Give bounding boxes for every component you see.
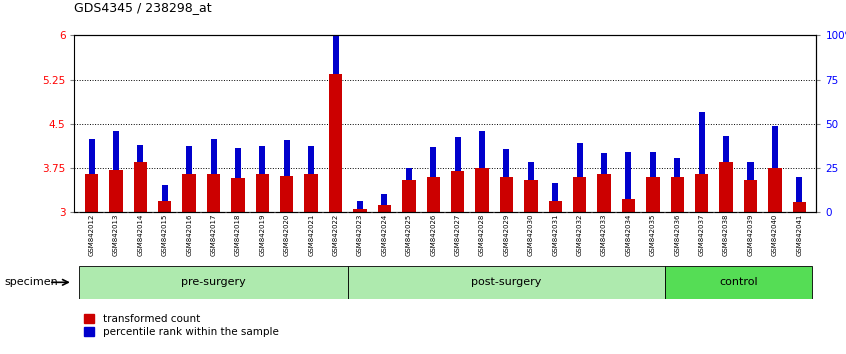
Bar <box>601 153 607 174</box>
Bar <box>646 177 660 212</box>
Text: pre-surgery: pre-surgery <box>181 277 246 287</box>
Bar <box>431 147 437 177</box>
Bar <box>280 176 294 212</box>
Text: GSM842014: GSM842014 <box>137 214 143 256</box>
Bar <box>357 201 363 210</box>
Bar <box>348 266 665 299</box>
Text: GSM842040: GSM842040 <box>772 214 778 256</box>
Text: GSM842041: GSM842041 <box>796 214 802 256</box>
Bar <box>597 174 611 212</box>
Text: GSM842017: GSM842017 <box>211 214 217 256</box>
Text: GSM842016: GSM842016 <box>186 214 192 256</box>
Bar <box>548 201 562 212</box>
Bar <box>332 0 338 74</box>
Text: GSM842037: GSM842037 <box>699 214 705 256</box>
Bar <box>622 199 635 212</box>
Text: GSM842027: GSM842027 <box>454 214 460 256</box>
Bar <box>475 168 489 212</box>
Bar <box>793 202 806 212</box>
Bar <box>406 167 412 180</box>
Text: GSM842039: GSM842039 <box>748 214 754 256</box>
Text: GSM842021: GSM842021 <box>308 214 314 256</box>
Text: GSM842031: GSM842031 <box>552 214 558 256</box>
Bar <box>454 137 460 171</box>
Bar <box>255 174 269 212</box>
Text: GSM842022: GSM842022 <box>332 214 338 256</box>
Text: GSM842025: GSM842025 <box>406 214 412 256</box>
Bar <box>260 146 266 174</box>
Text: GSM842029: GSM842029 <box>503 214 509 256</box>
Bar <box>162 185 168 201</box>
Bar <box>211 139 217 174</box>
Bar <box>772 126 778 168</box>
Bar <box>186 146 192 174</box>
Bar <box>231 178 244 212</box>
Bar <box>207 174 220 212</box>
Bar <box>85 174 98 212</box>
Text: GSM842013: GSM842013 <box>113 214 119 256</box>
Bar <box>674 158 680 177</box>
Bar <box>748 162 754 180</box>
Bar <box>552 183 558 201</box>
Text: GSM842020: GSM842020 <box>283 214 290 256</box>
Bar <box>723 136 729 162</box>
Text: GSM842035: GSM842035 <box>650 214 656 256</box>
Bar <box>503 149 509 177</box>
Text: GSM842034: GSM842034 <box>625 214 631 256</box>
Bar <box>573 177 586 212</box>
Text: GSM842028: GSM842028 <box>479 214 485 256</box>
Bar <box>500 177 514 212</box>
Bar <box>308 146 314 174</box>
Bar <box>158 201 172 212</box>
Text: post-surgery: post-surgery <box>471 277 541 287</box>
Bar <box>744 180 757 212</box>
Bar <box>768 168 782 212</box>
Bar <box>183 174 196 212</box>
Bar <box>695 174 708 212</box>
Bar <box>528 162 534 180</box>
Text: GSM842023: GSM842023 <box>357 214 363 256</box>
Bar <box>109 170 123 212</box>
Bar <box>525 180 537 212</box>
Bar <box>113 131 119 170</box>
Bar <box>451 171 464 212</box>
Bar <box>305 174 318 212</box>
Bar <box>719 162 733 212</box>
Bar <box>426 177 440 212</box>
Text: GSM842019: GSM842019 <box>260 214 266 256</box>
Text: GSM842036: GSM842036 <box>674 214 680 256</box>
Bar <box>137 144 143 162</box>
Bar <box>89 139 95 174</box>
Text: GSM842024: GSM842024 <box>382 214 387 256</box>
Bar <box>796 177 802 202</box>
Bar <box>283 141 290 176</box>
Legend: transformed count, percentile rank within the sample: transformed count, percentile rank withi… <box>80 310 283 341</box>
Bar <box>134 162 147 212</box>
Text: GSM842018: GSM842018 <box>235 214 241 256</box>
Text: specimen: specimen <box>4 277 58 287</box>
Text: GSM842015: GSM842015 <box>162 214 168 256</box>
Bar <box>80 266 348 299</box>
Bar <box>402 180 415 212</box>
Text: GSM842032: GSM842032 <box>577 214 583 256</box>
Bar <box>577 143 583 177</box>
Bar <box>382 194 387 205</box>
Text: GSM842030: GSM842030 <box>528 214 534 256</box>
Text: GSM842033: GSM842033 <box>601 214 607 256</box>
Bar <box>650 152 656 177</box>
Text: GSM842038: GSM842038 <box>723 214 729 256</box>
Text: control: control <box>719 277 758 287</box>
Bar <box>235 148 241 178</box>
Text: GSM842026: GSM842026 <box>431 214 437 256</box>
Bar <box>354 210 366 212</box>
Bar <box>329 74 343 212</box>
Text: GSM842012: GSM842012 <box>89 214 95 256</box>
Text: GDS4345 / 238298_at: GDS4345 / 238298_at <box>74 1 212 14</box>
Bar <box>377 205 391 212</box>
Bar <box>665 266 811 299</box>
Bar <box>625 152 631 199</box>
Bar <box>479 131 485 168</box>
Bar <box>699 112 705 174</box>
Bar <box>671 177 684 212</box>
